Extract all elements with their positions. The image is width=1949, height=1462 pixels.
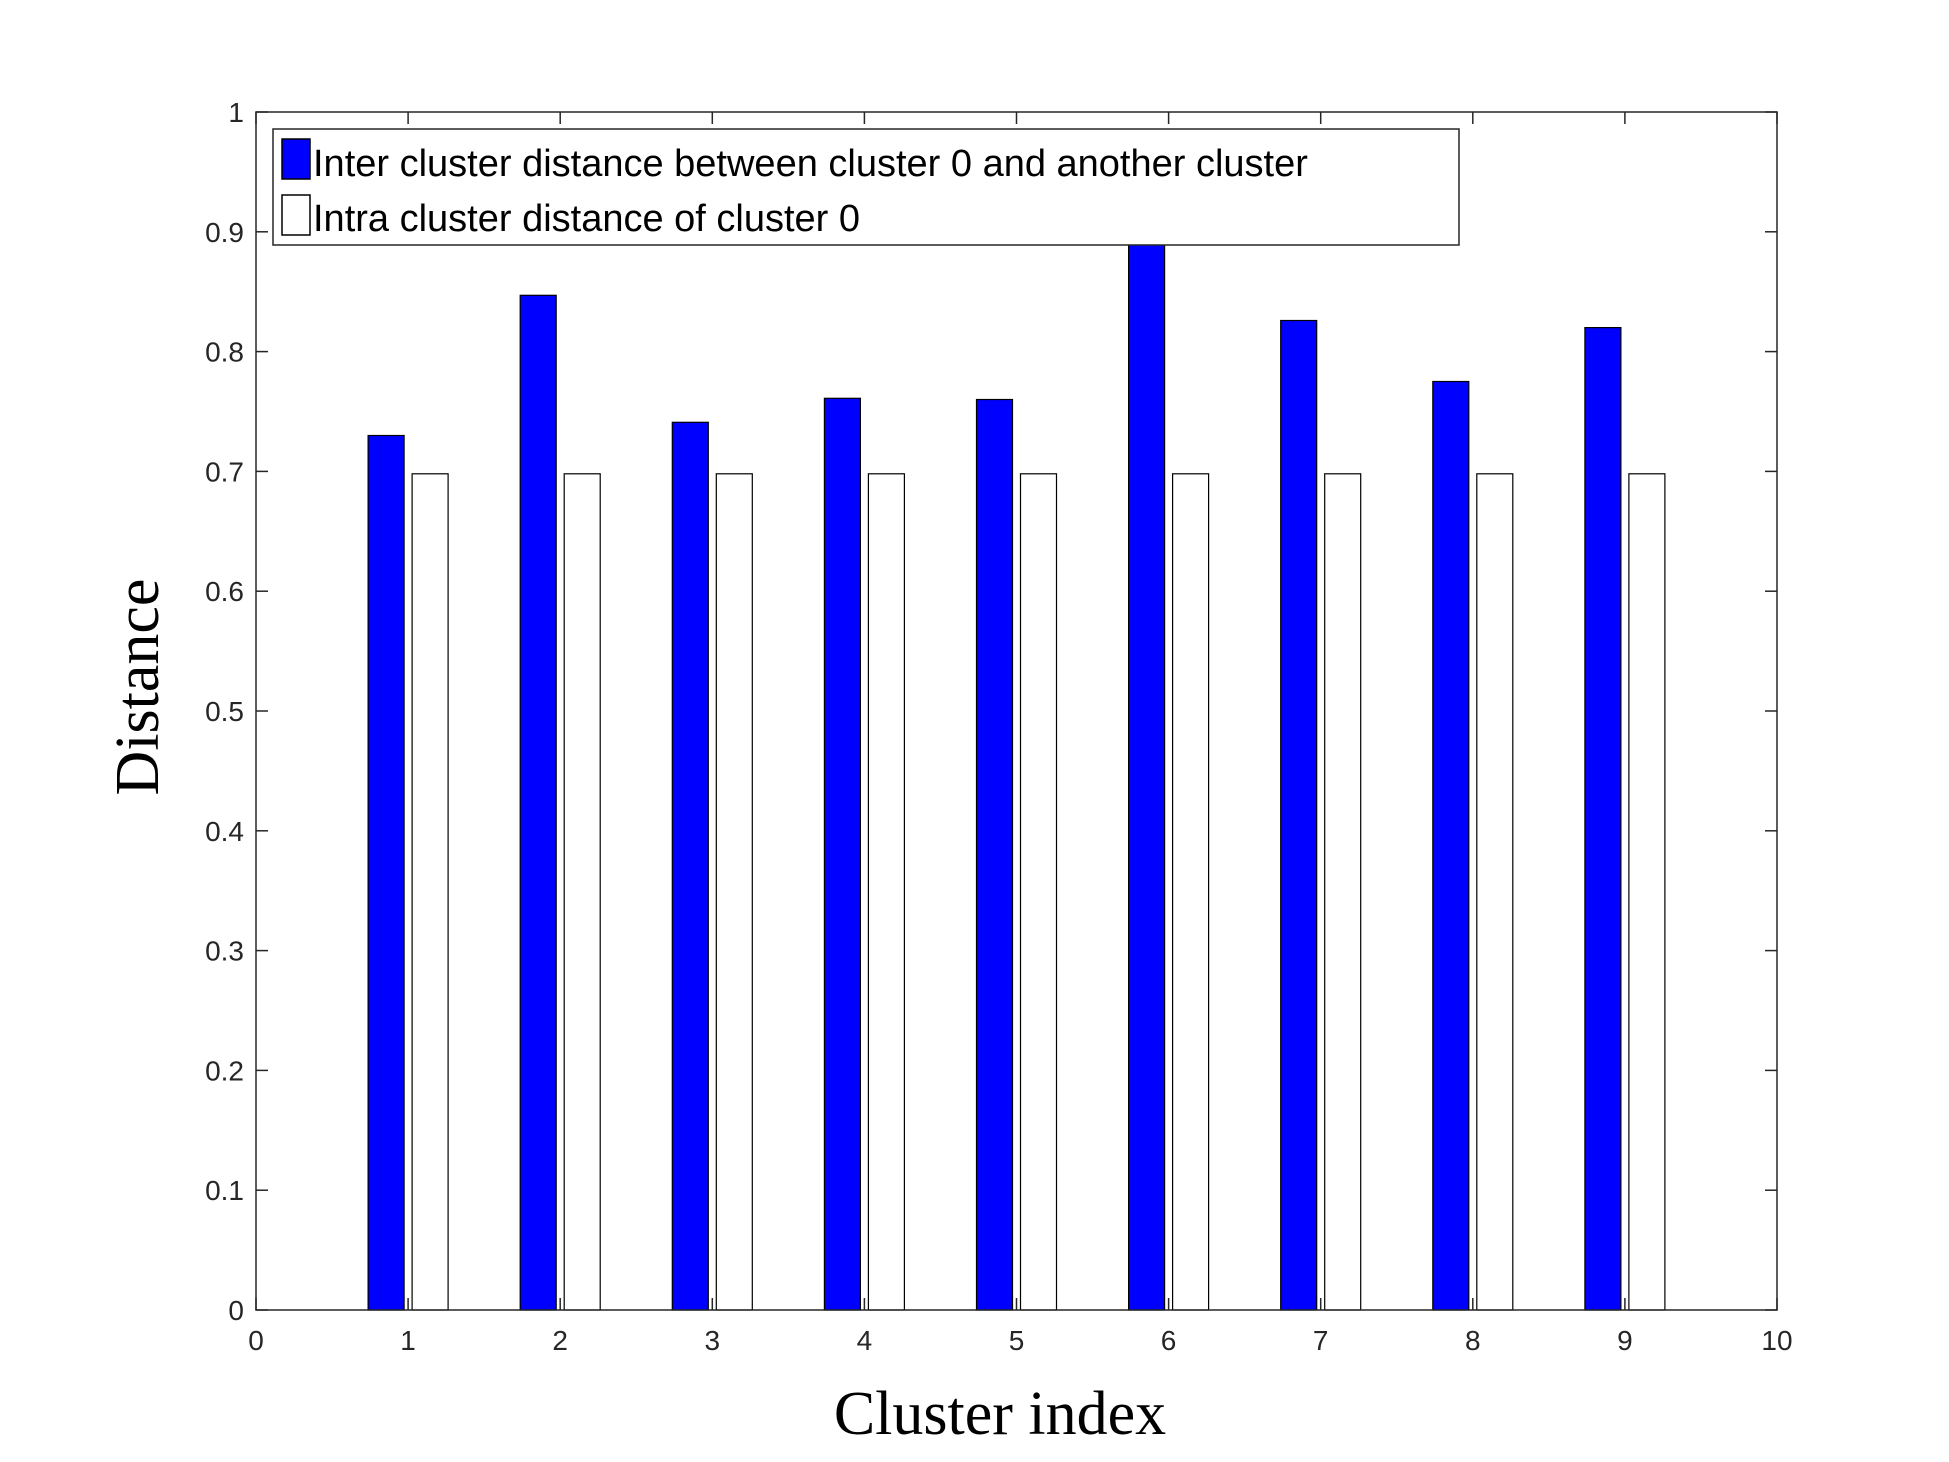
inter-bar-8 [1432, 380, 1470, 1311]
y-tick-label-0.7: 0.7 [205, 456, 244, 487]
x-tick-label-0: 0 [248, 1325, 264, 1356]
y-tick-label-0.5: 0.5 [205, 696, 244, 727]
x-axis-title: Cluster index [834, 1380, 1166, 1448]
inter-bar-4 [823, 397, 862, 1311]
bars-layer [367, 243, 1666, 1311]
intra-bar-6 [1171, 473, 1210, 1311]
y-tick-label-0.6: 0.6 [205, 576, 244, 607]
y-tick-label-0.3: 0.3 [205, 936, 244, 967]
inter-bar-7 [1280, 319, 1318, 1311]
tick-labels-layer: 0 1 2 3 4 5 6 7 8 9 10 0 0.1 0.2 0.3 0.4 0.5 0.6 0.7 0.8 0.9… [205, 97, 1793, 1356]
intra-bar-1 [411, 473, 449, 1311]
legend-swatch-inter [281, 138, 311, 180]
ticks-layer [255, 111, 1778, 1311]
legend-swatch-intra [281, 194, 311, 236]
inter-bar-9 [1584, 327, 1622, 1311]
y-tick-label-0.4: 0.4 [205, 816, 244, 847]
inter-bar-2 [519, 294, 557, 1311]
x-tick-label-8: 8 [1465, 1325, 1481, 1356]
intra-bar-4 [867, 473, 906, 1311]
x-tick-label-4: 4 [857, 1325, 873, 1356]
x-tick-label-6: 6 [1161, 1325, 1177, 1356]
inter-bar-6 [1127, 243, 1166, 1311]
x-tick-label-7: 7 [1313, 1325, 1329, 1356]
x-tick-label-5: 5 [1009, 1325, 1025, 1356]
legend-box [272, 128, 1460, 246]
y-axis-title: Distance [104, 579, 172, 796]
y-tick-label-0.2: 0.2 [205, 1055, 244, 1086]
intra-bar-7 [1324, 473, 1362, 1311]
x-tick-label-10: 10 [1761, 1325, 1792, 1356]
legend-label-intra: Intra cluster distance of cluster 0 [313, 198, 860, 240]
y-tick-label-0.1: 0.1 [205, 1175, 244, 1206]
intra-bar-2 [563, 473, 601, 1311]
x-tick-label-9: 9 [1617, 1325, 1633, 1356]
legend: Inter cluster distance between cluster 0… [272, 128, 1460, 246]
x-tick-label-3: 3 [705, 1325, 721, 1356]
inter-bar-3 [671, 421, 709, 1311]
y-tick-label-0.9: 0.9 [205, 217, 244, 248]
inter-bar-1 [367, 434, 405, 1311]
y-tick-label-0: 0 [228, 1295, 244, 1326]
inter-bar-5 [975, 398, 1014, 1311]
y-tick-label-0.8: 0.8 [205, 337, 244, 368]
x-tick-label-1: 1 [400, 1325, 416, 1356]
legend-label-inter: Inter cluster distance between cluster 0… [313, 143, 1308, 185]
x-tick-label-2: 2 [552, 1325, 568, 1356]
intra-bar-5 [1019, 473, 1058, 1311]
intra-bar-9 [1628, 473, 1666, 1311]
intra-bar-8 [1476, 473, 1514, 1311]
intra-bar-3 [715, 473, 753, 1311]
y-tick-label-1: 1 [228, 97, 244, 128]
